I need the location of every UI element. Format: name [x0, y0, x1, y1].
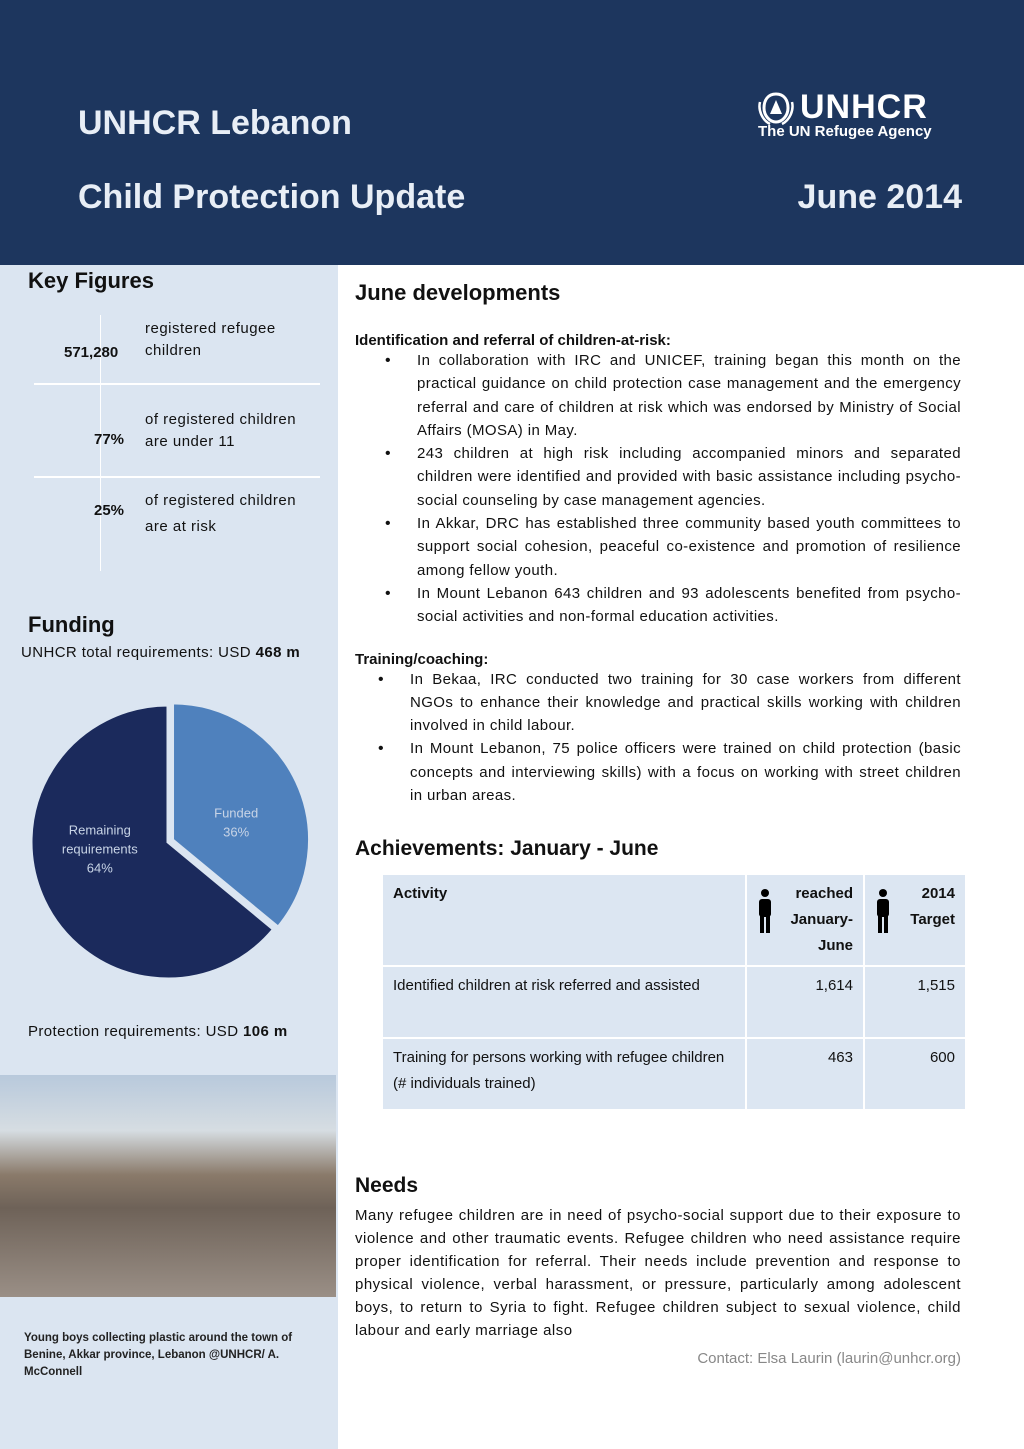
bullet-list: In collaboration with IRC and UNICEF, tr…	[355, 349, 961, 629]
pie-slice-funded	[171, 701, 312, 930]
section-title: Identification and referral of children-…	[355, 332, 671, 349]
person-icon	[877, 889, 889, 934]
list-item: In Akkar, DRC has established three comm…	[385, 512, 961, 582]
funding-heading: Funding	[28, 612, 115, 637]
unhcr-emblem-icon	[758, 91, 794, 125]
list-item: In Bekaa, IRC conducted two training for…	[378, 668, 961, 738]
header: UNHCR Lebanon Child Protection Update Ju…	[0, 0, 1024, 265]
pie-label: Remaining requirements 64%	[62, 822, 138, 875]
contact-info: Contact: Elsa Laurin (laurin@unhcr.org)	[697, 1350, 961, 1367]
divider	[100, 315, 101, 571]
photo-caption: Young boys collecting plastic around the…	[24, 1332, 293, 1378]
pie-label: Funded 36%	[214, 806, 258, 840]
total-requirements: UNHCR total requirements: USD 468 m	[21, 644, 301, 661]
main-content: June developments Identification and ref…	[355, 280, 967, 1112]
needs-text: Many refugee children are in need of psy…	[355, 1207, 961, 1339]
section-title: Training/coaching:	[355, 650, 489, 668]
pie-slice-remaining-requirements	[29, 703, 276, 981]
table-header: Activity reached January-June 2014 Targe…	[383, 875, 965, 966]
list-item: In Mount Lebanon 643 children and 93 ado…	[385, 582, 961, 629]
funding-pie-chart: Funded 36% Remaining requirements 64%	[29, 701, 312, 981]
list-item: In collaboration with IRC and UNICEF, tr…	[385, 349, 961, 442]
photo-boys-collecting-plastic	[0, 1075, 336, 1297]
achievements-table: Activity reached January-June 2014 Targe…	[381, 873, 967, 1112]
org-title: UNHCR Lebanon	[78, 104, 352, 142]
person-icon	[759, 889, 771, 934]
list-item: In Mount Lebanon, 75 police officers wer…	[378, 737, 961, 807]
bullet-list: In Bekaa, IRC conducted two training for…	[355, 668, 961, 808]
divider	[34, 476, 320, 478]
list-item: 243 children at high risk including acco…	[385, 442, 961, 512]
needs-heading: Needs	[355, 1174, 419, 1197]
needs-section: Needs Many refugee children are in need …	[355, 1174, 961, 1367]
unhcr-logo: UNHCR The UN Refugee Agency	[758, 88, 932, 140]
protection-requirements: Protection requirements: USD 106 m	[28, 1023, 288, 1040]
table-row: Training for persons working with refuge…	[383, 1039, 965, 1110]
report-title: Child Protection Update	[78, 178, 466, 216]
table-row: Identified children at risk referred and…	[383, 967, 965, 1038]
key-figures-heading: Key Figures	[28, 268, 154, 293]
divider	[34, 383, 320, 385]
report-date: June 2014	[797, 178, 962, 216]
achievements-heading: Achievements: January - June	[355, 837, 659, 861]
developments-heading: June developments	[355, 280, 561, 305]
